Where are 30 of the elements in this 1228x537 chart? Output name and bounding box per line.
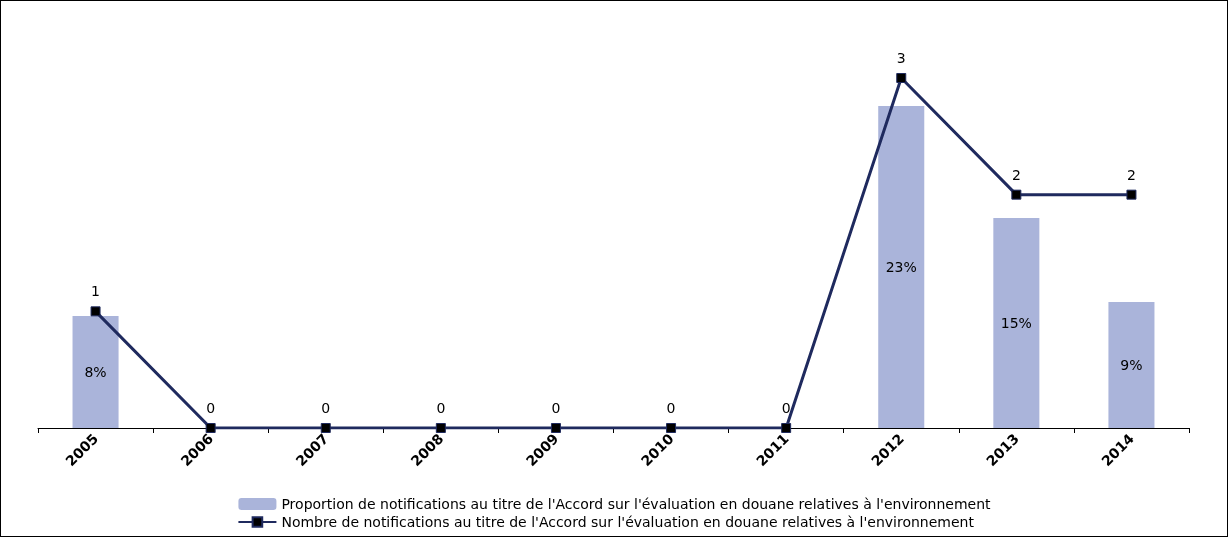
data-label: 0 <box>781 400 791 416</box>
data-label: 0 <box>206 400 216 416</box>
point <box>90 306 101 317</box>
data-label: 9% <box>1120 357 1143 373</box>
point <box>1011 189 1022 200</box>
data-label: 23% <box>885 259 917 275</box>
legend-label: Nombre de notifications au titre de l'Accord sur l'évaluation en douane relatives à l'environnement <box>281 514 975 530</box>
data-label: 0 <box>436 400 446 416</box>
bar <box>72 316 119 428</box>
data-label: 1 <box>91 283 101 300</box>
point <box>205 423 216 433</box>
point <box>666 423 677 433</box>
data-label: 0 <box>551 400 561 416</box>
data-label: 0 <box>666 400 676 416</box>
legend-label: Proportion de notifications au titre de l'Accord sur l'évaluation en douane relatives à l'environnement <box>281 496 992 512</box>
data-label: 0 <box>321 400 331 416</box>
data-label: 15% <box>1000 315 1032 331</box>
bar <box>878 106 925 428</box>
data-label: 3 <box>896 50 906 66</box>
point <box>550 423 561 433</box>
point <box>435 423 446 433</box>
data-label: 8% <box>84 364 107 380</box>
point <box>781 423 792 433</box>
point <box>320 423 331 433</box>
bar <box>1108 302 1155 428</box>
data-label: 2 <box>1126 166 1136 183</box>
data-label: 2 <box>1011 166 1021 183</box>
point <box>1126 189 1137 200</box>
bar <box>993 218 1040 428</box>
point <box>896 73 907 83</box>
